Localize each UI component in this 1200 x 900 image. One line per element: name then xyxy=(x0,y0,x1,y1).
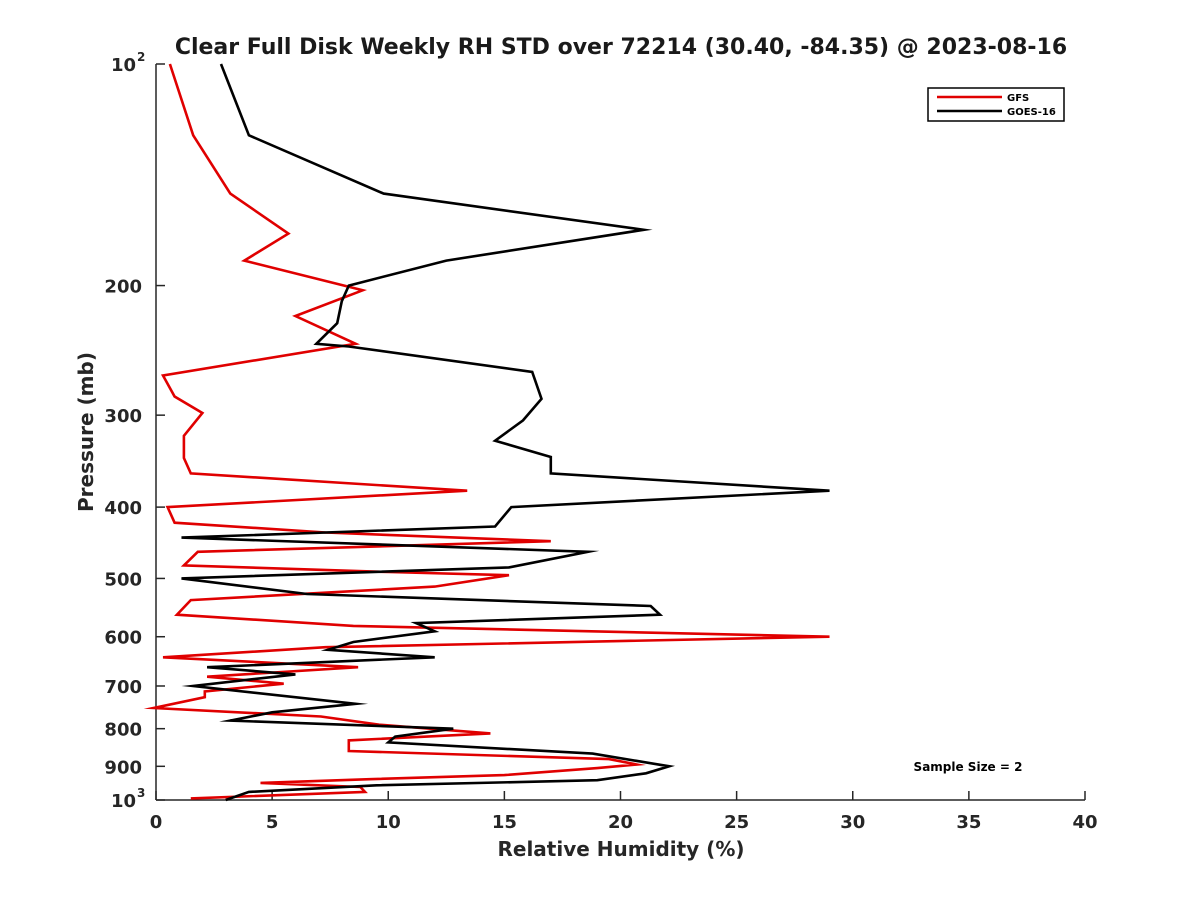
x-tick-label-10: 10 xyxy=(376,812,401,833)
y-tick-label-600: 600 xyxy=(104,628,142,649)
x-axis: 0 5 10 15 20 25 30 35 40 xyxy=(150,791,1098,833)
legend-gfs-label: GFS xyxy=(1007,93,1029,104)
y-tick-label-700: 700 xyxy=(104,677,142,698)
y-tick-label-200: 200 xyxy=(104,277,142,298)
y-tick-exp-1000: 3 xyxy=(137,786,145,800)
series-line-gfs xyxy=(143,63,830,800)
y-tick-exp-100: 2 xyxy=(137,50,145,64)
y-tick-label-900: 900 xyxy=(104,757,142,778)
x-tick-label-30: 30 xyxy=(840,812,865,833)
y-axis-label: Pressure (mb) xyxy=(74,352,98,512)
y-tick-label-400: 400 xyxy=(104,498,142,519)
x-tick-label-25: 25 xyxy=(724,812,749,833)
sample-size-annotation: Sample Size = 2 xyxy=(914,760,1023,774)
x-tick-label-0: 0 xyxy=(150,812,163,833)
chart-title: Clear Full Disk Weekly RH STD over 72214… xyxy=(175,35,1067,60)
x-tick-label-40: 40 xyxy=(1072,812,1097,833)
x-axis-label: Relative Humidity (%) xyxy=(497,837,744,861)
x-tick-label-20: 20 xyxy=(608,812,633,833)
series-layer xyxy=(143,63,830,802)
legend-goes16-label: GOES-16 xyxy=(1007,107,1056,118)
series-line-goes-16 xyxy=(181,63,830,802)
y-tick-label-300: 300 xyxy=(104,406,142,427)
x-tick-label-15: 15 xyxy=(492,812,517,833)
legend-box xyxy=(927,87,1065,122)
y-tick-label-1000: 10 xyxy=(111,791,136,812)
plot-area xyxy=(156,64,1085,800)
y-tick-label-100: 10 xyxy=(111,55,136,76)
legend[interactable]: GFS GOES-16 xyxy=(927,87,1065,122)
y-tick-label-500: 500 xyxy=(104,569,142,590)
x-tick-label-5: 5 xyxy=(266,812,279,833)
x-tick-label-35: 35 xyxy=(956,812,981,833)
y-tick-label-800: 800 xyxy=(104,720,142,741)
